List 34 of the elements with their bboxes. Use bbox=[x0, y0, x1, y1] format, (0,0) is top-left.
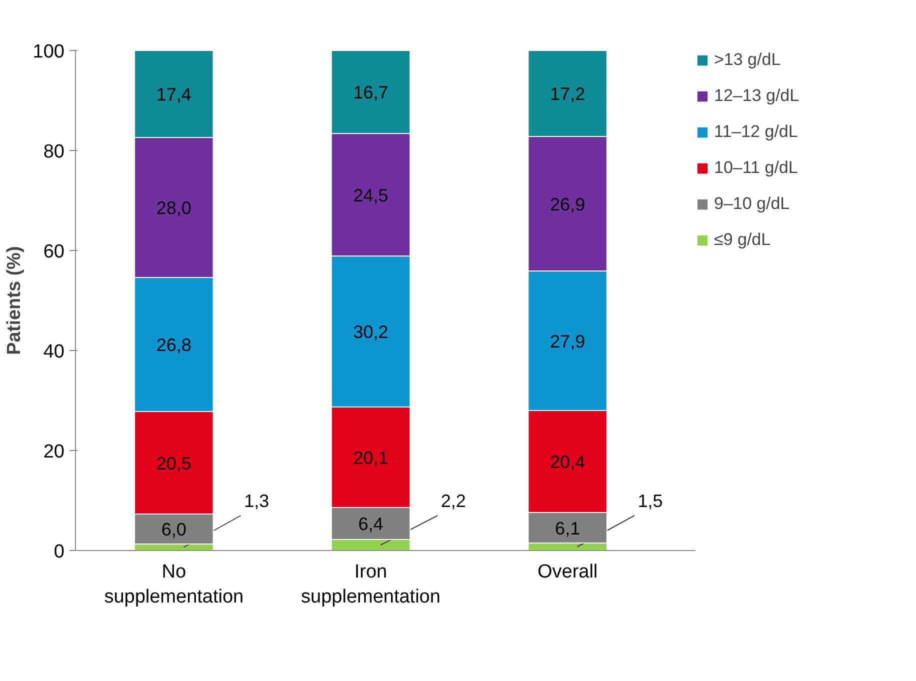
data-label: 6,4 bbox=[358, 514, 384, 534]
data-label: 24,5 bbox=[353, 185, 388, 206]
data-label: 20,4 bbox=[550, 452, 586, 472]
data-label: 17,2 bbox=[550, 84, 586, 104]
x-tick-label: Iron supplementation bbox=[301, 562, 440, 608]
y-tick-label: 80 bbox=[43, 142, 65, 162]
data-label: 1,5 bbox=[638, 491, 663, 511]
legend-label: 9–10 g/dL bbox=[714, 194, 790, 214]
legend-label: 10–11 g/dL bbox=[714, 158, 798, 178]
data-label: 6,0 bbox=[161, 520, 186, 540]
data-label: 20,1 bbox=[353, 448, 388, 468]
data-label: 17,4 bbox=[156, 84, 192, 104]
y-tick-label: 40 bbox=[43, 342, 65, 362]
x-tick-label: No supplementation bbox=[104, 562, 244, 608]
legend-label: ≤9 g/dL bbox=[714, 230, 771, 250]
data-label: 16,7 bbox=[353, 82, 388, 102]
legend-label: 11–12 g/dL bbox=[714, 122, 798, 142]
data-label: 26,8 bbox=[156, 335, 192, 355]
data-label: 30,2 bbox=[353, 322, 388, 342]
x-tick-label: Overall bbox=[537, 562, 598, 582]
y-tick-label: 60 bbox=[43, 242, 65, 262]
y-axis-title: Patients (%) bbox=[4, 246, 25, 355]
y-tick-label: 0 bbox=[54, 542, 65, 562]
legend-label: 12–13 g/dL bbox=[714, 86, 800, 106]
data-label: 26,9 bbox=[550, 194, 586, 214]
legend-label: >13 g/dL bbox=[714, 50, 781, 70]
data-label: 6,1 bbox=[555, 518, 580, 538]
y-tick-label: 20 bbox=[43, 442, 65, 462]
data-label: 28,0 bbox=[156, 198, 192, 218]
data-label: 20,5 bbox=[156, 453, 192, 474]
y-tick-label: 100 bbox=[32, 42, 64, 62]
data-label: 2,2 bbox=[440, 491, 466, 511]
data-label: 27,9 bbox=[550, 331, 586, 352]
data-label: 1,3 bbox=[244, 491, 270, 511]
